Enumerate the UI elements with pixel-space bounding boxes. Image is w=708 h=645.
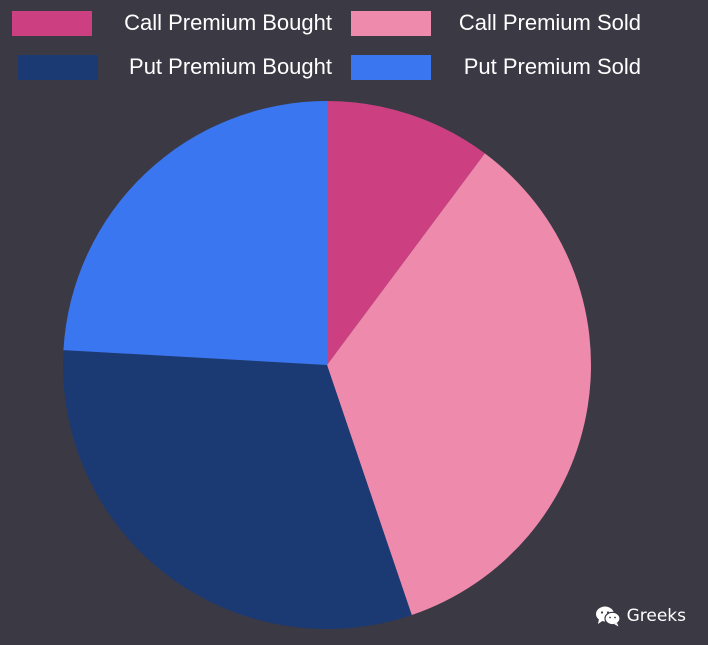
pie-slice-call-premium-sold [327, 153, 591, 616]
legend-swatch-call-premium-bought[interactable] [12, 11, 92, 36]
legend-swatch-put-premium-sold[interactable] [351, 55, 431, 80]
legend-label-put-premium-sold[interactable]: Put Premium Sold [464, 54, 641, 79]
legend: Call Premium Bought Call Premium Sold Put … [12, 10, 641, 80]
watermark: Greeks [595, 605, 686, 627]
legend-label-put-premium-bought[interactable]: Put Premium Bought [129, 54, 332, 79]
legend-swatch-put-premium-bought[interactable] [18, 55, 98, 80]
pie-slice-put-premium-bought [62, 350, 412, 629]
pie-slice-put-premium-sold [63, 101, 327, 365]
pie-slice-call-premium-bought [327, 101, 485, 365]
legend-label-call-premium-sold[interactable]: Call Premium Sold [459, 10, 641, 35]
legend-swatch-call-premium-sold[interactable] [351, 11, 431, 36]
watermark-text: Greeks [626, 606, 686, 626]
wechat-icon [595, 606, 621, 627]
legend-label-call-premium-bought[interactable]: Call Premium Bought [124, 10, 332, 35]
pie-slices [62, 101, 591, 629]
